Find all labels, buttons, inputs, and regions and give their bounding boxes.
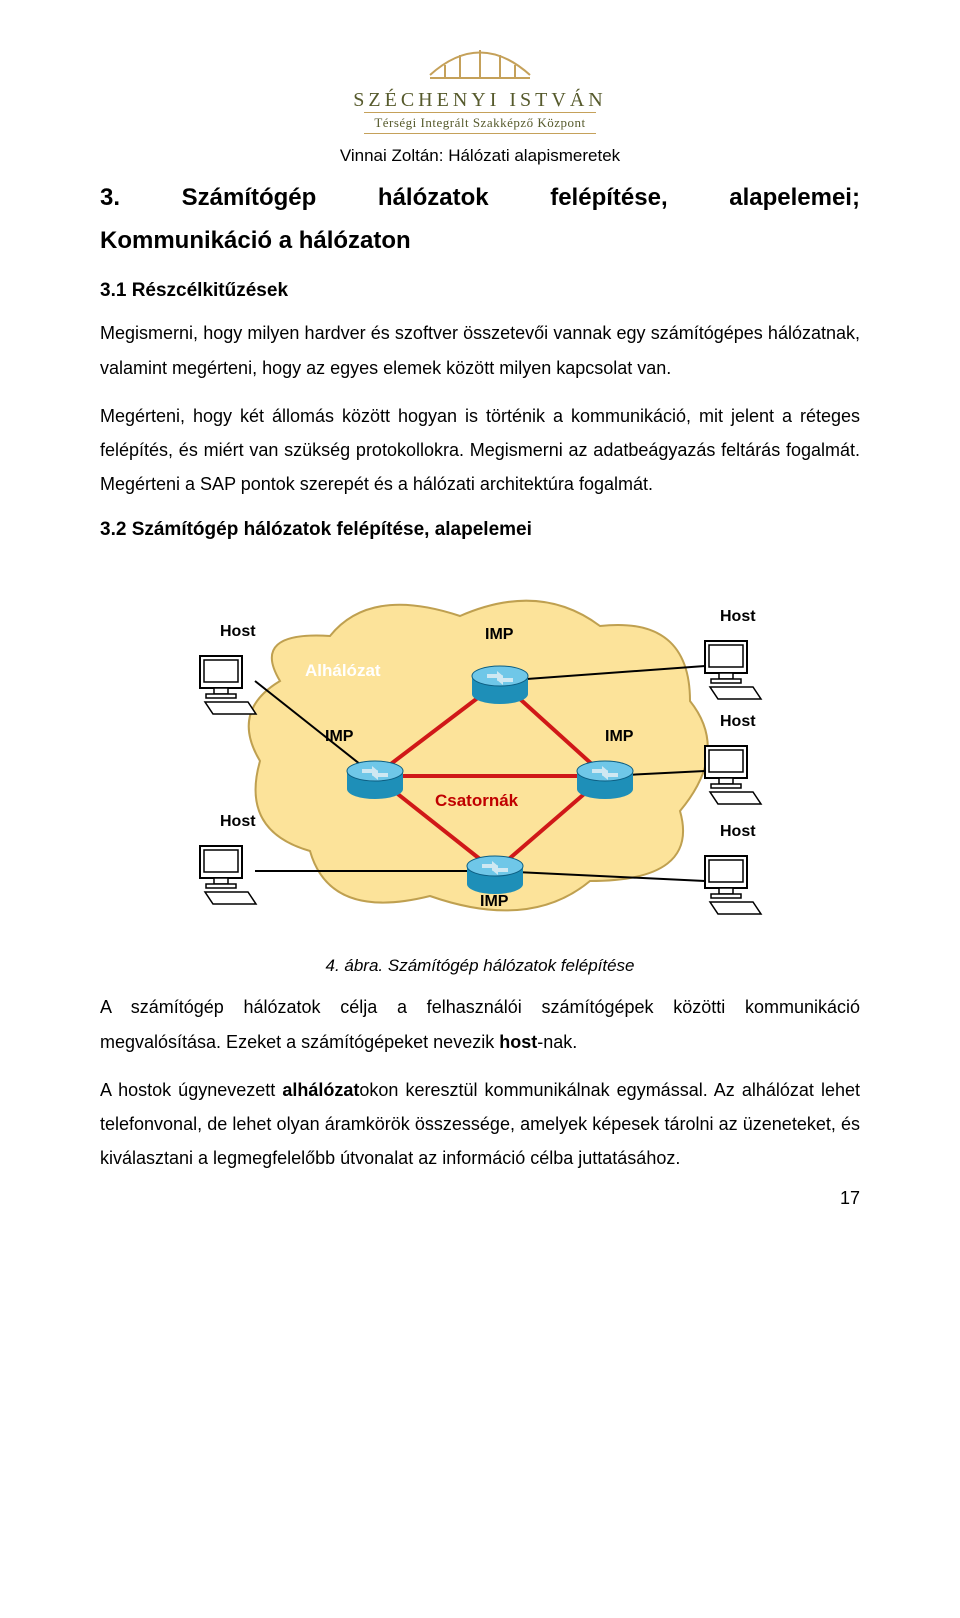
paragraph-1: Megismerni, hogy milyen hardver és szoft… <box>100 316 860 384</box>
author-line: Vinnai Zoltán: Hálózati alapismeretek <box>100 146 860 166</box>
term-host: host <box>499 1032 537 1052</box>
logo-bridge-icon <box>425 40 535 85</box>
h1-w1: Számítógép <box>182 176 317 219</box>
subheading-3-2: 3.2 Számítógép hálózatok felépítése, ala… <box>100 519 860 541</box>
h1-w2: hálózatok <box>378 176 489 219</box>
term-alhalozat: alhálózat <box>282 1080 359 1100</box>
logo-subtitle: Térségi Integrált Szakképző Központ <box>364 112 595 134</box>
logo-name: SZÉCHENYI ISTVÁN <box>100 89 860 112</box>
h1-w4: alapelemei; <box>729 176 860 219</box>
subheading-3-1: 3.1 Részcélkitűzések <box>100 280 860 302</box>
h1-w3: felépítése, <box>550 176 667 219</box>
figure-4: Alhálózat Csatornák IMP IMP IMP IMP Host Host Ho… <box>100 561 860 946</box>
svg-text:IMP: IMP <box>325 728 354 745</box>
svg-text:IMP: IMP <box>605 728 634 745</box>
svg-text:IMP: IMP <box>485 626 514 643</box>
h1-num: 3. <box>100 176 120 219</box>
svg-text:Host: Host <box>220 623 256 640</box>
h1-line2: Kommunikáció a hálózaton <box>100 219 860 262</box>
header-logo: SZÉCHENYI ISTVÁN Térségi Integrált Szakk… <box>100 40 860 134</box>
svg-text:IMP: IMP <box>480 893 509 910</box>
svg-text:Host: Host <box>720 823 756 840</box>
svg-text:Csatornák: Csatornák <box>435 791 519 810</box>
paragraph-4: A hostok úgynevezett alhálózatokon keres… <box>100 1073 860 1176</box>
svg-text:Host: Host <box>720 608 756 625</box>
figure-4-caption: 4. ábra. Számítógép hálózatok felépítése <box>100 956 860 976</box>
svg-text:Host: Host <box>720 713 756 730</box>
section-heading-3: 3. Számítógép hálózatok felépítése, alap… <box>100 176 860 262</box>
svg-text:Alhálózat: Alhálózat <box>305 661 381 680</box>
svg-text:Host: Host <box>220 813 256 830</box>
page-number: 17 <box>840 1188 860 1209</box>
paragraph-2: Megérteni, hogy két állomás között hogya… <box>100 399 860 502</box>
paragraph-3: A számítógép hálózatok célja a felhaszná… <box>100 990 860 1058</box>
